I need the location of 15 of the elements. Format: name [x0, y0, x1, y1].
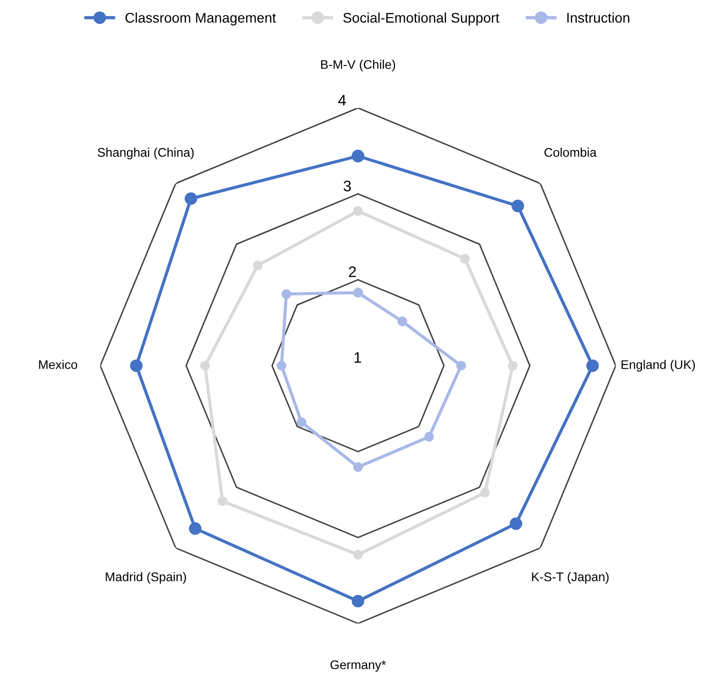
- spoke-label: Madrid (Spain): [106, 572, 186, 584]
- spoke-label: Mexico: [39, 360, 78, 370]
- spoke-label: K-S-T (Japan): [532, 572, 609, 584]
- spoke-label: Colombia: [544, 148, 597, 157]
- spoke-label: Shanghai (China): [98, 148, 194, 160]
- y-tick-label: 3: [344, 180, 351, 192]
- legend-label: Social-Emotional Support: [343, 12, 500, 26]
- y-tick-label: 1: [354, 352, 362, 363]
- legend-label: Instruction: [567, 12, 630, 23]
- spoke-label: B-M-V (Chile): [321, 60, 396, 72]
- spoke-label: England (UK): [622, 360, 695, 372]
- y-tick-label: 2: [348, 266, 356, 278]
- legend-label: Classroom Management: [125, 12, 276, 26]
- spoke-label: Germany*: [330, 660, 386, 672]
- y-tick-label: 4: [338, 94, 346, 106]
